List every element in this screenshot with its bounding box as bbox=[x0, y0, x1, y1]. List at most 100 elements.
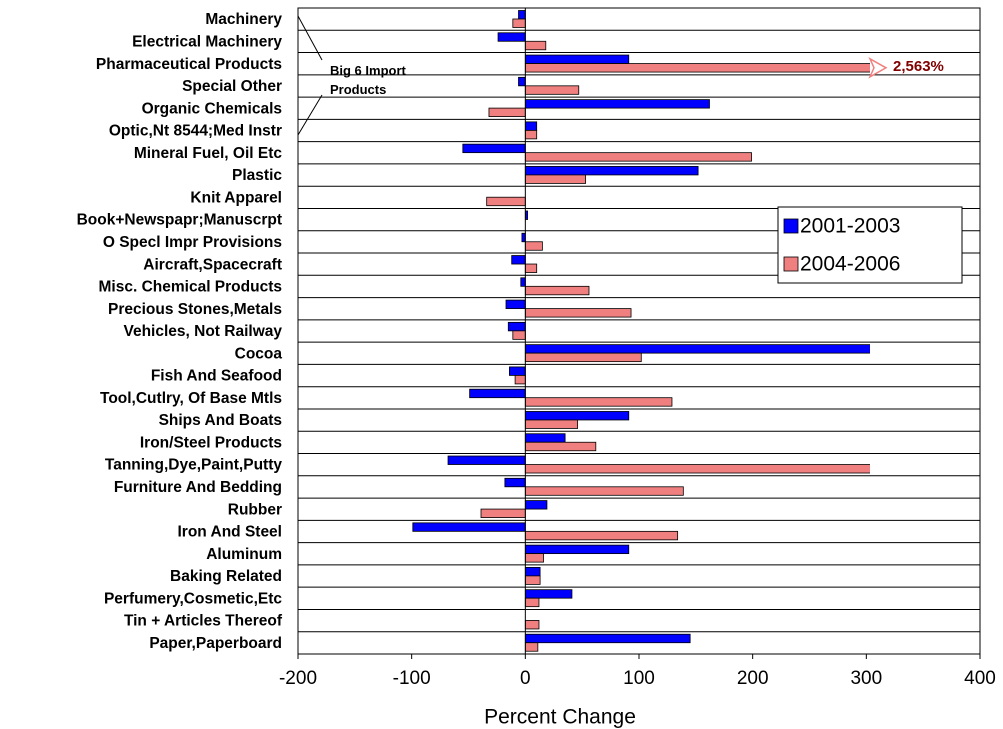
annotation-line bbox=[297, 15, 323, 61]
bar bbox=[524, 344, 870, 354]
y-tick-label: Fish And Seafood bbox=[151, 368, 282, 385]
y-tick-label: Precious Stones,Metals bbox=[108, 301, 282, 318]
y-tick-label: Iron/Steel Products bbox=[140, 434, 282, 451]
bar bbox=[524, 263, 538, 273]
bar bbox=[524, 500, 548, 510]
bar bbox=[524, 620, 540, 630]
y-tick-label: Vehicles, Not Railway bbox=[123, 323, 282, 340]
bar bbox=[524, 308, 632, 318]
legend-label: 2001-2003 bbox=[800, 215, 900, 238]
y-tick-label: Plastic bbox=[232, 167, 282, 184]
annotation-line bbox=[297, 94, 323, 136]
bar bbox=[524, 174, 586, 184]
bar bbox=[512, 330, 526, 340]
bar bbox=[524, 285, 590, 296]
bar bbox=[488, 107, 526, 118]
bar bbox=[521, 232, 526, 243]
y-tick-label: Furniture And Bedding bbox=[114, 479, 282, 496]
bar bbox=[507, 321, 526, 332]
bar bbox=[524, 129, 538, 140]
y-tick-label: Knit Apparel bbox=[190, 189, 282, 206]
bar bbox=[497, 32, 526, 42]
overflow-arrow bbox=[868, 57, 888, 79]
y-tick-label: Baking Related bbox=[170, 568, 282, 585]
bar bbox=[524, 597, 540, 608]
bar bbox=[462, 143, 526, 154]
x-tick-label: 400 bbox=[964, 668, 996, 689]
bar bbox=[524, 486, 684, 496]
value-label: 2,563% bbox=[893, 58, 944, 75]
legend-swatch bbox=[783, 218, 799, 234]
y-tick-label: Optic,Nt 8544;Med Instr bbox=[109, 123, 282, 140]
bar bbox=[524, 566, 541, 577]
bar bbox=[524, 121, 538, 131]
legend-box bbox=[777, 206, 963, 284]
y-tick-label: Mineral Fuel, Oil Etc bbox=[134, 145, 283, 162]
bar bbox=[412, 522, 526, 532]
bars bbox=[412, 10, 870, 652]
y-tick-label: Cocoa bbox=[235, 345, 283, 362]
y-tick-label: Rubber bbox=[228, 501, 282, 518]
bar bbox=[520, 277, 526, 287]
y-tick-label: Tool,Cutlry, Of Base Mtls bbox=[100, 390, 282, 407]
y-tick-label: Tin + Articles Thereof bbox=[124, 613, 283, 630]
legend-swatch bbox=[783, 256, 799, 272]
bar bbox=[524, 544, 630, 555]
bar bbox=[514, 375, 526, 385]
y-tick-label: Electrical Machinery bbox=[132, 34, 282, 51]
x-tick-label: -100 bbox=[393, 668, 431, 689]
bar bbox=[524, 589, 573, 599]
bar bbox=[524, 352, 642, 363]
bar bbox=[524, 152, 752, 162]
y-tick-label: Paper,Paperboard bbox=[149, 635, 282, 652]
bar bbox=[524, 441, 597, 452]
bar bbox=[518, 76, 526, 87]
bar bbox=[524, 433, 566, 443]
bar bbox=[524, 553, 544, 563]
y-tick-label: Ships And Boats bbox=[159, 412, 282, 429]
x-tick-label: 0 bbox=[520, 668, 531, 689]
legend-label: 2004-2006 bbox=[800, 253, 900, 276]
bar bbox=[524, 397, 673, 407]
bar bbox=[524, 85, 580, 95]
bar bbox=[509, 366, 526, 376]
bar bbox=[524, 530, 679, 541]
x-tick-label: -200 bbox=[279, 668, 317, 689]
y-tick-label: Tanning,Dye,Paint,Putty bbox=[105, 457, 282, 474]
bar bbox=[486, 196, 526, 207]
bar bbox=[524, 633, 691, 644]
bar bbox=[524, 166, 699, 176]
bar bbox=[524, 40, 547, 51]
bar bbox=[524, 575, 541, 585]
bar bbox=[524, 54, 630, 64]
x-tick-label: 100 bbox=[623, 668, 655, 689]
bar bbox=[505, 299, 526, 309]
bar bbox=[524, 419, 579, 429]
bar bbox=[504, 477, 526, 488]
bar bbox=[518, 10, 526, 20]
bar bbox=[511, 255, 526, 265]
bar bbox=[524, 241, 543, 251]
y-tick-label: Misc. Chemical Products bbox=[99, 279, 282, 296]
x-tick-label: 300 bbox=[850, 668, 882, 689]
y-tick-label: Perfumery,Cosmetic,Etc bbox=[104, 590, 282, 607]
y-tick-label: Pharmaceutical Products bbox=[96, 56, 282, 73]
bar bbox=[512, 18, 526, 28]
y-tick-label: Iron And Steel bbox=[178, 524, 283, 541]
x-axis-label: Percent Change bbox=[484, 706, 636, 729]
y-tick-label: Special Other bbox=[182, 78, 282, 95]
annotation: Big 6 Import Products bbox=[330, 63, 406, 97]
y-tick-label: Aluminum bbox=[206, 546, 282, 563]
x-tick-label: 200 bbox=[737, 668, 769, 689]
bar bbox=[524, 99, 710, 109]
y-tick-label: Book+Newspapr;Manuscrpt bbox=[77, 212, 282, 229]
y-tick-label: O Specl Impr Provisions bbox=[103, 234, 282, 251]
bar bbox=[524, 642, 539, 652]
bar bbox=[480, 508, 526, 518]
bar bbox=[524, 464, 870, 474]
bar bbox=[447, 455, 526, 465]
bar bbox=[469, 388, 526, 399]
y-tick-label: Machinery bbox=[205, 11, 282, 28]
y-tick-label: Aircraft,Spacecraft bbox=[143, 256, 282, 273]
